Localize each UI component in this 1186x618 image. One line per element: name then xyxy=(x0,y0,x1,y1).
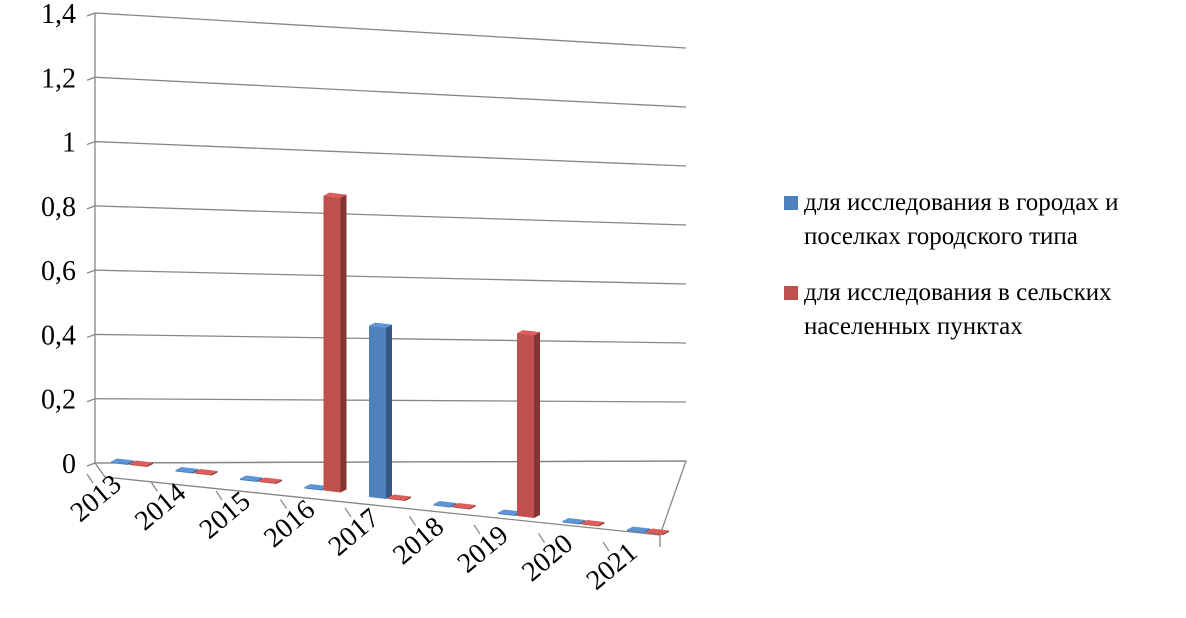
y-tick-mark xyxy=(86,76,96,81)
y-tick-label: 0,2 xyxy=(41,385,76,416)
y-tick-label: 1,4 xyxy=(41,0,76,30)
bar-urban-2013 xyxy=(111,458,134,465)
x-tick-label: 2017 xyxy=(323,503,386,563)
y-tick-mark xyxy=(86,269,96,274)
x-category-divider xyxy=(538,533,545,543)
legend-label-rural: для исследования в сельских населенных п… xyxy=(804,279,1112,340)
x-tick-label: 2020 xyxy=(516,528,579,588)
legend-swatch-urban xyxy=(784,196,798,210)
gridline xyxy=(94,76,687,108)
bar-urban-2021 xyxy=(627,526,650,533)
y-tick-label: 0,4 xyxy=(41,320,76,351)
gridline xyxy=(94,269,687,285)
x-category-divider xyxy=(280,499,287,509)
bar-rural-2016 xyxy=(323,192,347,493)
x-category-divider xyxy=(473,524,481,535)
bar-rural-2019 xyxy=(517,330,540,518)
legend-label-urban: для исследования в городах и поселках го… xyxy=(804,189,1119,250)
chart-floor xyxy=(86,460,687,552)
bar-urban-2020 xyxy=(562,518,586,525)
bar-urban-2015 xyxy=(240,475,263,482)
legend-swatch-rural xyxy=(784,286,798,300)
y-tick-label: 1 xyxy=(62,128,76,159)
bar-rural-2020 xyxy=(581,520,605,527)
bar-rural-2018 xyxy=(452,503,476,510)
y-tick-mark xyxy=(86,333,96,339)
y-tick-label: 0,6 xyxy=(41,256,76,287)
x-category-divider xyxy=(86,473,94,484)
x-category-divider xyxy=(602,541,610,552)
gridline xyxy=(94,140,687,167)
bar-urban-2018 xyxy=(433,501,457,508)
x-tick-label: 2014 xyxy=(129,477,192,537)
bar-urban-2014 xyxy=(175,467,199,474)
legend-item-rural: для исследования в сельских населенных п… xyxy=(778,276,1178,344)
x-category-divider xyxy=(215,490,223,501)
x-tick-label: 2021 xyxy=(581,537,644,597)
bar-rural-2015 xyxy=(259,477,282,484)
chart-canvas: 0 0,2 0,4 0,6 0,8 1 1,2 1,4 2013 2014 2015 2016 201… xyxy=(41,0,687,597)
bar-urban-2017 xyxy=(369,322,392,499)
x-category-divider xyxy=(409,516,416,526)
bar-rural-2017 xyxy=(388,494,411,501)
bars xyxy=(111,192,669,535)
x-axis-ticks: 2013 2014 2015 2016 2017 2018 2019 2020 2021 xyxy=(65,469,644,597)
bar-rural-2014 xyxy=(194,469,218,476)
y-tick-mark xyxy=(86,398,96,403)
y-tick-label: 0,8 xyxy=(41,192,76,223)
y-tick-label: 0 xyxy=(62,449,76,480)
y-tick-label: 1,2 xyxy=(41,63,76,94)
y-tick-mark xyxy=(86,12,96,17)
x-tick-label: 2019 xyxy=(452,520,515,580)
x-tick-label: 2015 xyxy=(194,486,257,546)
y-tick-mark xyxy=(86,205,96,210)
y-tick-mark xyxy=(86,462,96,467)
bar-rural-2013 xyxy=(130,460,153,467)
y-axis-ticks: 0 0,2 0,4 0,6 0,8 1 1,2 1,4 xyxy=(41,0,76,480)
x-category-divider xyxy=(151,482,158,492)
legend-item-urban: для исследования в городах и поселках го… xyxy=(778,186,1178,254)
legend: для исследования в городах и поселках го… xyxy=(778,186,1178,366)
gridline xyxy=(94,205,687,226)
x-tick-label: 2018 xyxy=(387,511,450,571)
x-category-divider xyxy=(344,507,352,518)
x-tick-label: 2016 xyxy=(258,494,321,554)
y-tick-mark xyxy=(86,140,96,146)
bar-rural-2021 xyxy=(646,528,669,535)
gridline xyxy=(94,12,687,49)
